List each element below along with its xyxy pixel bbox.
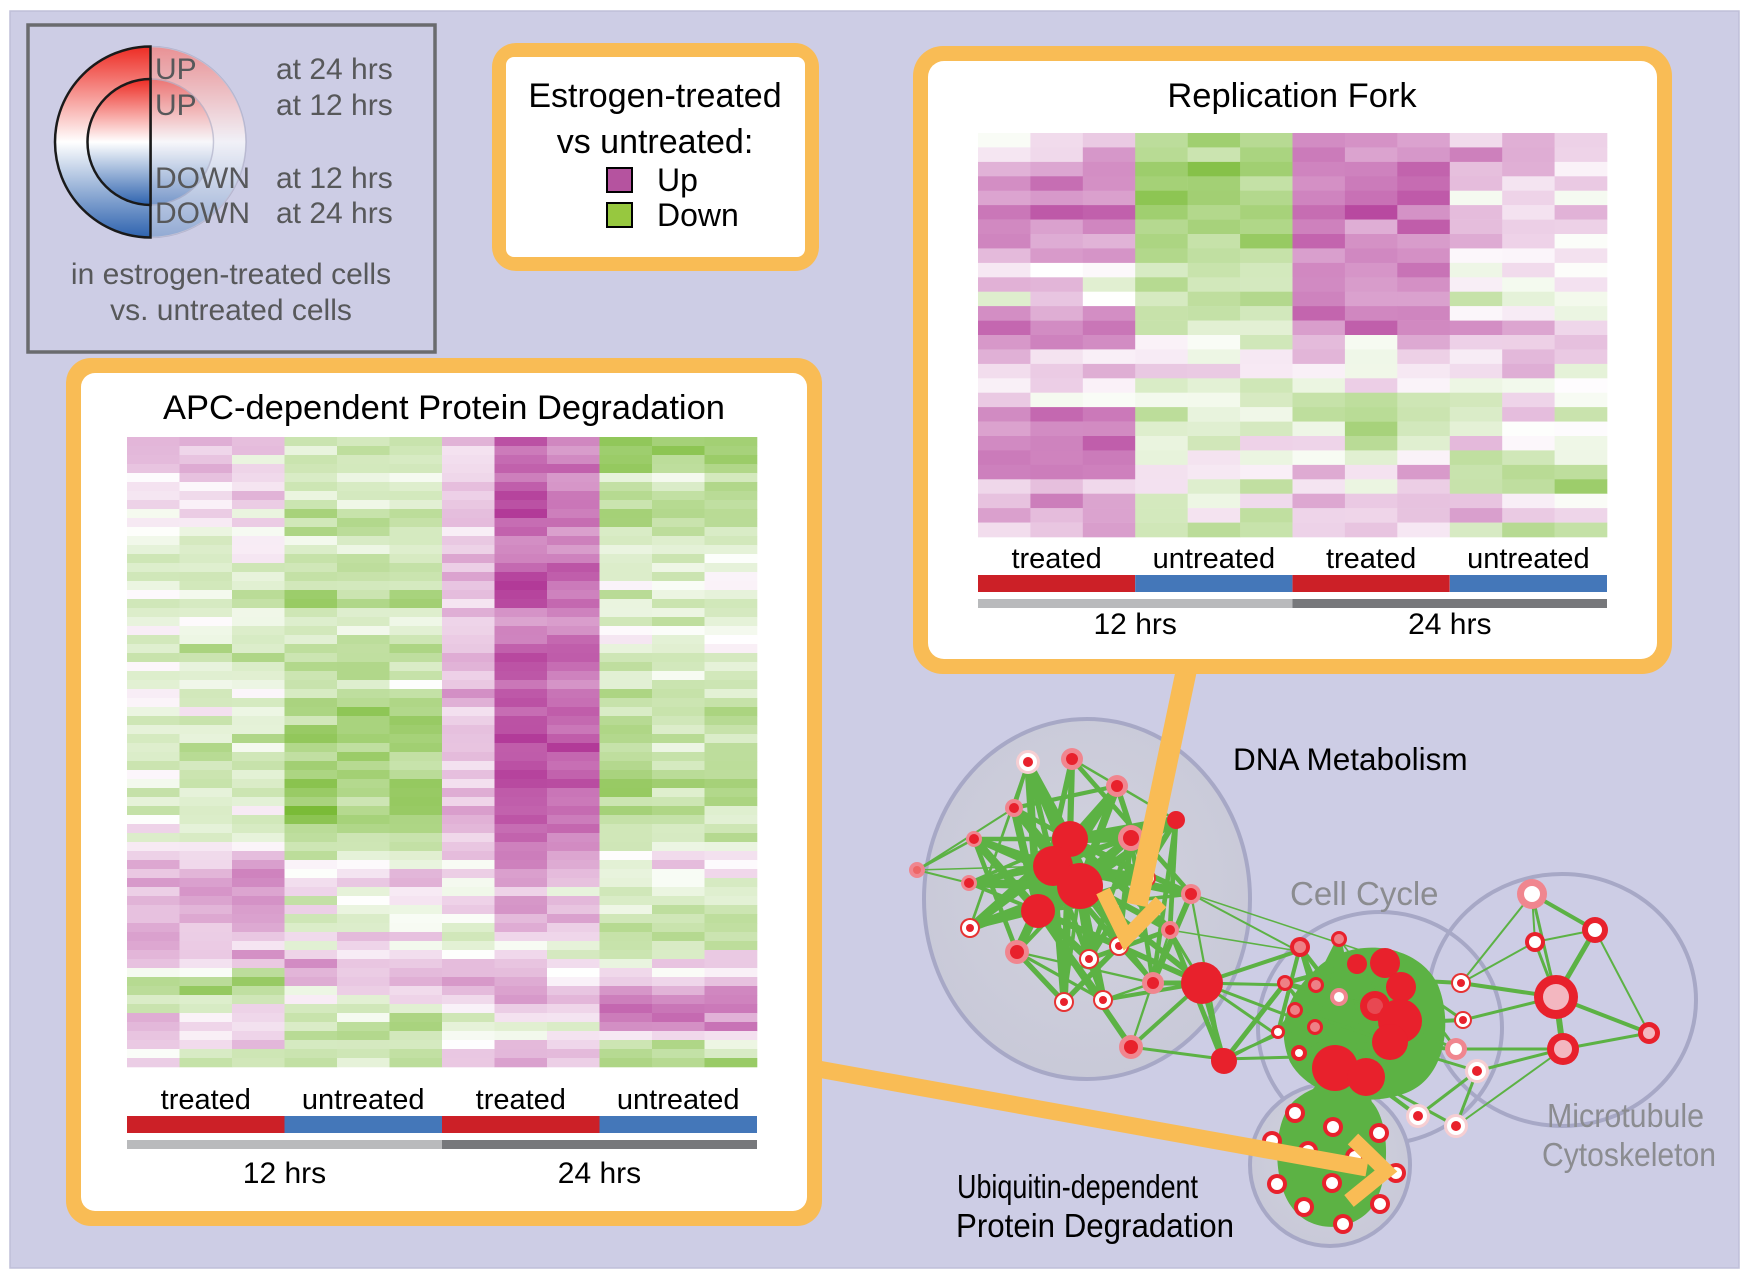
svg-text:untreated: untreated [1467,543,1590,575]
svg-text:Protein Degradation: Protein Degradation [956,1207,1234,1244]
svg-text:Replication Fork: Replication Fork [1167,77,1417,115]
svg-text:untreated: untreated [1153,543,1276,575]
svg-text:DNA Metabolism: DNA Metabolism [1233,741,1468,777]
svg-text:at 12 hrs: at 12 hrs [276,89,393,122]
svg-text:treated: treated [476,1084,566,1116]
svg-text:Down: Down [657,197,739,233]
svg-text:12 hrs: 12 hrs [243,1157,326,1190]
svg-text:Cell Cycle: Cell Cycle [1290,875,1439,912]
svg-text:Cytoskeleton: Cytoskeleton [1542,1136,1716,1173]
svg-text:24 hrs: 24 hrs [1408,608,1491,641]
svg-text:untreated: untreated [302,1084,425,1116]
svg-text:24 hrs: 24 hrs [558,1157,641,1190]
svg-text:DOWN: DOWN [155,197,250,230]
svg-text:in estrogen-treated cells: in estrogen-treated cells [71,258,391,291]
svg-text:Up: Up [657,162,698,198]
svg-text:12 hrs: 12 hrs [1094,608,1177,641]
svg-text:at 24 hrs: at 24 hrs [276,197,393,230]
svg-text:treated: treated [1326,543,1416,575]
svg-text:at 24 hrs: at 24 hrs [276,53,393,86]
svg-text:APC-dependent Protein Degradat: APC-dependent Protein Degradation [163,389,725,427]
svg-text:vs untreated:: vs untreated: [557,123,754,161]
svg-text:UP: UP [155,89,197,122]
svg-text:untreated: untreated [617,1084,740,1116]
svg-text:treated: treated [161,1084,251,1116]
svg-text:Estrogen-treated: Estrogen-treated [528,77,781,115]
svg-text:Microtubule: Microtubule [1547,1097,1704,1134]
svg-text:DOWN: DOWN [155,162,250,195]
svg-text:UP: UP [155,53,197,86]
svg-text:treated: treated [1011,543,1101,575]
svg-text:Ubiquitin-dependent: Ubiquitin-dependent [957,1168,1198,1205]
svg-text:at 12 hrs: at 12 hrs [276,162,393,195]
svg-text:vs. untreated cells: vs. untreated cells [110,294,352,327]
